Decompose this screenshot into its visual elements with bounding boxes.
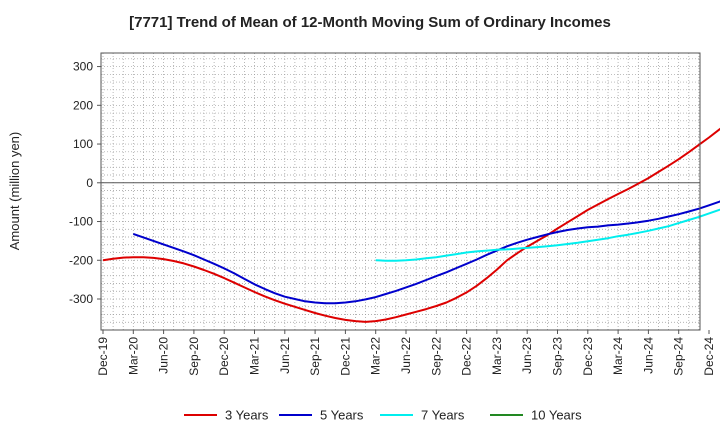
legend-label-7-years: 7 Years bbox=[421, 408, 465, 423]
y-axis-label: Amount (million yen) bbox=[7, 132, 22, 251]
series-line-5-years bbox=[132, 200, 720, 305]
x-tick-label: Sep-21 bbox=[308, 337, 322, 376]
y-tick-label: -100 bbox=[69, 215, 93, 229]
y-tick-label: -300 bbox=[69, 292, 93, 306]
x-tick-label: Dec-23 bbox=[581, 337, 595, 376]
x-tick-label: Dec-20 bbox=[217, 337, 231, 376]
series-line-3-years bbox=[102, 127, 720, 323]
legend-label-10-years: 10 Years bbox=[531, 408, 582, 423]
x-tick-label: Mar-24 bbox=[611, 337, 625, 375]
x-tick-label: Dec-24 bbox=[702, 337, 716, 376]
x-tick-label: Jun-23 bbox=[520, 337, 534, 374]
x-tick-label: Jun-22 bbox=[399, 337, 413, 374]
legend-label-5-years: 5 Years bbox=[320, 408, 364, 423]
x-tick-label: Dec-22 bbox=[460, 337, 474, 376]
gridlines bbox=[101, 53, 700, 331]
series-line-7-years bbox=[375, 208, 720, 262]
chart-title: [7771] Trend of Mean of 12-Month Moving … bbox=[129, 14, 611, 31]
legend-label-3-years: 3 Years bbox=[225, 408, 269, 423]
y-tick-label: 300 bbox=[73, 60, 93, 74]
x-tick-label: Dec-19 bbox=[96, 337, 110, 376]
x-tick-label: Mar-23 bbox=[490, 337, 504, 375]
x-tick-label: Jun-21 bbox=[278, 337, 292, 374]
series-lines bbox=[102, 127, 720, 323]
y-tick-label: 200 bbox=[73, 98, 93, 112]
x-tick-label: Sep-23 bbox=[551, 337, 565, 376]
x-tick-label: Jun-24 bbox=[641, 337, 655, 374]
x-tick-label: Mar-20 bbox=[126, 337, 140, 375]
x-tick-label: Mar-22 bbox=[369, 337, 383, 375]
y-tick-label: -200 bbox=[69, 253, 93, 267]
y-axis-ticks: 300 200 100 0 -100 -200 -300 bbox=[69, 60, 101, 306]
x-tick-label: Jun-20 bbox=[157, 337, 171, 374]
y-tick-label: 0 bbox=[86, 176, 93, 190]
x-tick-label: Sep-24 bbox=[672, 337, 686, 376]
x-tick-label: Sep-20 bbox=[187, 337, 201, 376]
y-tick-label: 100 bbox=[73, 137, 93, 151]
legend: 3 Years 5 Years 7 Years 10 Years bbox=[184, 408, 582, 423]
x-tick-label: Sep-22 bbox=[429, 337, 443, 376]
plot-area-border bbox=[100, 52, 701, 331]
x-tick-label: Mar-21 bbox=[248, 337, 262, 375]
x-axis-ticks: Dec-19 Mar-20 Jun-20 Sep-20 Dec-20 Mar-21 Jun-… bbox=[96, 330, 716, 376]
x-tick-label: Dec-21 bbox=[338, 337, 352, 376]
